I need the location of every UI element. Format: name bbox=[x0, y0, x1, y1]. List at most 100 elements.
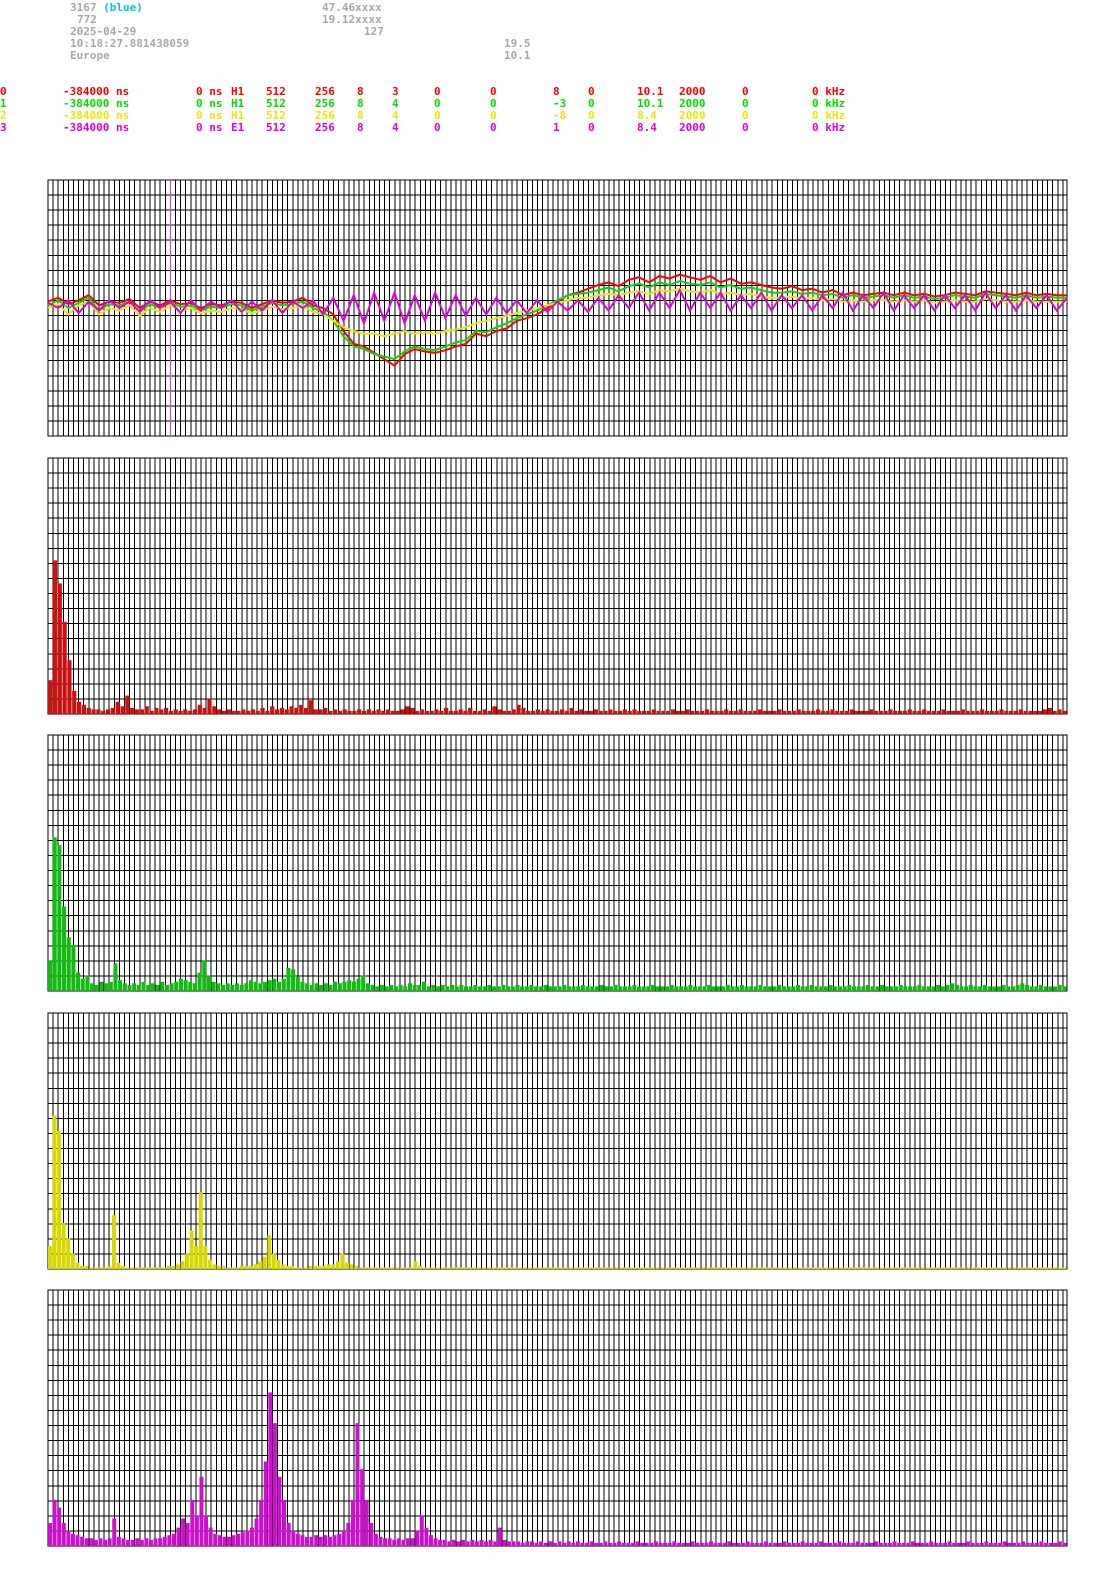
spectrum-bar bbox=[782, 1541, 787, 1546]
spectrum-bar bbox=[108, 981, 113, 991]
spectrum-bar bbox=[403, 986, 408, 991]
spectrum-bar bbox=[707, 984, 712, 991]
spectrum-bar bbox=[90, 983, 95, 991]
spectrum-bar bbox=[372, 1267, 377, 1269]
channel-c7: 0 bbox=[742, 97, 749, 110]
channel-c2: 4 bbox=[392, 109, 399, 122]
spectrum-bar bbox=[783, 1267, 788, 1269]
spectrum-bar bbox=[739, 984, 744, 991]
spectrum-bar bbox=[346, 1523, 351, 1546]
spectrum-bar bbox=[451, 1539, 456, 1546]
spectrum-bar bbox=[637, 1267, 642, 1269]
spectrum-bar bbox=[155, 984, 160, 991]
spectrum-bar bbox=[762, 710, 767, 714]
spectrum-bar bbox=[323, 983, 328, 991]
spectrum-bar bbox=[440, 1267, 445, 1269]
spectrum-bar bbox=[464, 986, 469, 991]
spectrum-bar bbox=[829, 1267, 834, 1269]
spectrum-bar bbox=[98, 1538, 103, 1546]
spectrum-bar bbox=[596, 1267, 601, 1269]
spectrum-bar bbox=[870, 986, 875, 991]
spectrum-bar bbox=[323, 707, 328, 714]
spectrum-bar bbox=[861, 1267, 866, 1269]
spectrum-bar bbox=[401, 1539, 406, 1546]
spectrum-bar bbox=[534, 1542, 539, 1546]
spectrum-bar bbox=[604, 986, 609, 991]
spectrum-bar bbox=[847, 984, 852, 991]
spectrum-bar bbox=[603, 710, 608, 714]
spectrum-bar bbox=[226, 709, 231, 714]
spectrum-bar bbox=[80, 1536, 85, 1546]
spectrum-bar bbox=[911, 1267, 916, 1269]
spectrum-bar bbox=[736, 1542, 741, 1546]
spectrum-bar bbox=[573, 1267, 578, 1269]
spectrum-bar bbox=[277, 981, 282, 991]
spectrum-bar bbox=[688, 984, 693, 991]
altitude: 127 bbox=[364, 25, 384, 38]
spectrum-bar bbox=[381, 1267, 386, 1269]
spectrum-bar bbox=[651, 1267, 656, 1269]
spectrum-bar bbox=[777, 709, 782, 714]
spectrum-bar bbox=[185, 1523, 190, 1546]
spectrum-bar bbox=[479, 1539, 484, 1546]
spectrum-bar bbox=[332, 709, 338, 714]
time-domain-chart bbox=[47, 179, 1068, 437]
spectrum-bar bbox=[173, 709, 178, 714]
spectrum-bar bbox=[130, 1267, 135, 1269]
spectrum-bar bbox=[735, 986, 740, 991]
spectrum-bar bbox=[996, 986, 1001, 991]
channel-c6: 0 bbox=[588, 85, 595, 98]
spectrum-bar bbox=[550, 1267, 555, 1269]
spectrum-bar bbox=[835, 710, 840, 714]
spectrum-bar bbox=[1062, 1542, 1067, 1546]
spectrum-bar bbox=[164, 984, 169, 991]
spectrum-bar bbox=[520, 1542, 525, 1546]
spectrum-bar bbox=[470, 1539, 475, 1546]
spectrum-bar bbox=[971, 1267, 976, 1269]
spectrum-bar bbox=[314, 1535, 319, 1546]
spectrum-bar bbox=[509, 1267, 514, 1269]
spectrum-bar bbox=[255, 710, 260, 714]
spectrum-bar bbox=[989, 1267, 994, 1269]
channel-c5: -3 bbox=[553, 97, 567, 110]
spectrum-bar bbox=[530, 710, 536, 714]
spectrum-bar bbox=[358, 1267, 363, 1269]
spectrum-bar bbox=[559, 1267, 564, 1269]
bars bbox=[48, 1115, 1067, 1269]
spectrum-bar bbox=[674, 1267, 678, 1269]
spectrum-bar bbox=[270, 706, 275, 714]
channel-n2: 256 bbox=[315, 97, 335, 110]
spectrum-bar bbox=[1001, 984, 1006, 991]
spectrum-bar bbox=[852, 1267, 857, 1269]
spectrum-bar bbox=[940, 986, 945, 991]
spectrum-bar bbox=[199, 1476, 204, 1546]
spectrum-bar bbox=[614, 1267, 619, 1269]
spectrum-bar bbox=[637, 710, 642, 714]
spectrum-bar bbox=[975, 1542, 980, 1546]
spectrum-bar bbox=[582, 1267, 587, 1269]
spectrum-bar bbox=[892, 1541, 897, 1546]
spectrum-bar bbox=[66, 937, 71, 991]
spectrum-bar bbox=[545, 709, 550, 714]
spectrum-bar bbox=[925, 1267, 930, 1269]
spectrum-bar bbox=[66, 1238, 71, 1269]
spectrum-bar bbox=[369, 1523, 374, 1546]
spectrum-bar bbox=[922, 986, 927, 991]
spectrum-bar bbox=[627, 710, 632, 714]
grid bbox=[47, 734, 1068, 992]
spectrum-bar bbox=[708, 1541, 713, 1546]
spectrum-bar bbox=[146, 984, 151, 991]
spectrum-bar bbox=[916, 1267, 921, 1269]
spectrum-bar bbox=[217, 1265, 222, 1269]
spectrum-bar bbox=[917, 710, 922, 714]
spectrum-bar bbox=[856, 1267, 861, 1269]
spectrum-bar bbox=[342, 709, 347, 714]
spectrum-bar bbox=[502, 1539, 507, 1546]
spectrum-bar bbox=[57, 1130, 62, 1269]
spectrum-bar bbox=[621, 1542, 626, 1546]
value-2: 10.1 bbox=[504, 49, 531, 62]
spectrum-bar bbox=[510, 986, 515, 991]
channel-c6: 0 bbox=[588, 97, 595, 110]
spectrum-bar bbox=[591, 1267, 596, 1269]
spectrum-bar bbox=[495, 1267, 500, 1269]
